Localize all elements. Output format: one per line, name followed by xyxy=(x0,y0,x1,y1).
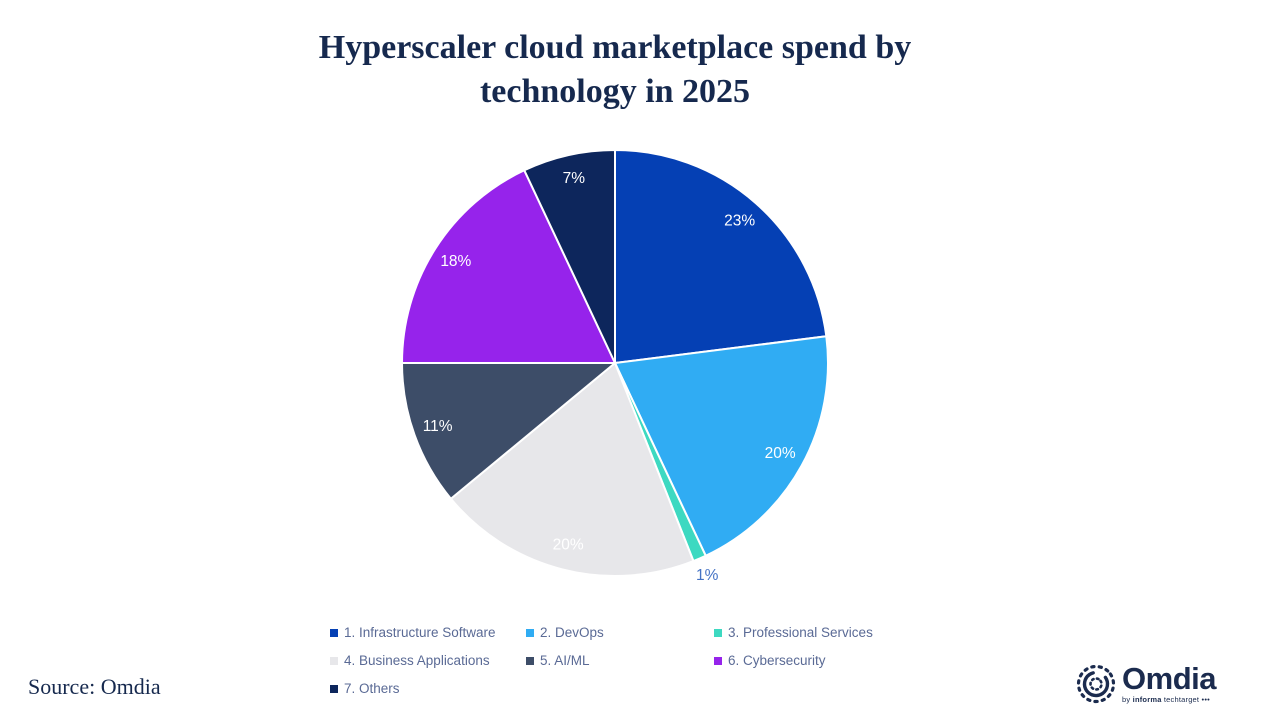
legend-item-4: 4. Business Applications xyxy=(330,652,526,670)
tagline-dots: ••• xyxy=(1201,695,1210,704)
pie-slice-label-6: 18% xyxy=(440,253,471,270)
pie-slice-label-7: 7% xyxy=(563,170,586,187)
omdia-logo: Omdia by informa techtarget ••• xyxy=(1074,662,1216,706)
pie-slice-5 xyxy=(401,362,616,500)
legend-item-1: 1. Infrastructure Software xyxy=(330,624,526,642)
pie-slice-2 xyxy=(614,335,829,557)
chart-title: Hyperscaler cloud marketplace spend by t… xyxy=(318,29,912,110)
legend-marker-icon xyxy=(526,629,534,637)
omdia-wordmark: Omdia xyxy=(1122,661,1216,696)
pie-slice-7 xyxy=(523,149,616,364)
pie-slice-1 xyxy=(614,149,828,364)
pie-slice-label-3: 1% xyxy=(696,567,719,584)
legend-marker-icon xyxy=(526,657,534,665)
legend-label: 1. Infrastructure Software xyxy=(344,625,496,640)
legend-item-2: 2. DevOps xyxy=(526,624,714,642)
legend-marker-icon xyxy=(330,629,338,637)
legend-marker-icon xyxy=(714,657,722,665)
legend-label: 6. Cybersecurity xyxy=(728,653,826,668)
tagline-by: by xyxy=(1122,695,1131,704)
omdia-tagline: by informa techtarget ••• xyxy=(1122,695,1216,704)
legend-label: 5. AI/ML xyxy=(540,653,590,668)
tagline-techtarget: techtarget xyxy=(1163,695,1200,704)
pie-slice-label-5: 11% xyxy=(423,418,453,435)
pie-chart-svg: 23% 20% 1% 20% 11% 18% 7% xyxy=(401,149,829,584)
pie-chart: 23% 20% 1% 20% 11% 18% 7% xyxy=(398,146,832,584)
legend-marker-icon xyxy=(330,685,338,693)
legend: 1. Infrastructure Software 2. DevOps 3. Pr… xyxy=(330,624,944,698)
legend-label: 4. Business Applications xyxy=(344,653,490,668)
pie-slice-label-1: 23% xyxy=(724,213,755,230)
pie-slice-label-4: 20% xyxy=(553,537,584,554)
legend-label: 7. Others xyxy=(344,681,400,696)
legend-label: 2. DevOps xyxy=(540,625,604,640)
omdia-logo-icon xyxy=(1076,664,1116,704)
legend-marker-icon xyxy=(714,629,722,637)
source-text: Source: Omdia xyxy=(28,674,161,699)
legend-item-6: 6. Cybersecurity xyxy=(714,652,944,670)
legend-label: 3. Professional Services xyxy=(728,625,873,640)
pie-slice-4 xyxy=(449,362,695,577)
pie-slice-label-2: 20% xyxy=(765,445,796,462)
legend-marker-icon xyxy=(330,657,338,665)
legend-item-3: 3. Professional Services xyxy=(714,624,944,642)
legend-item-7: 7. Others xyxy=(330,680,526,698)
tagline-informa: informa xyxy=(1132,695,1162,704)
legend-item-5: 5. AI/ML xyxy=(526,652,714,670)
pie-slice-6 xyxy=(401,169,616,364)
